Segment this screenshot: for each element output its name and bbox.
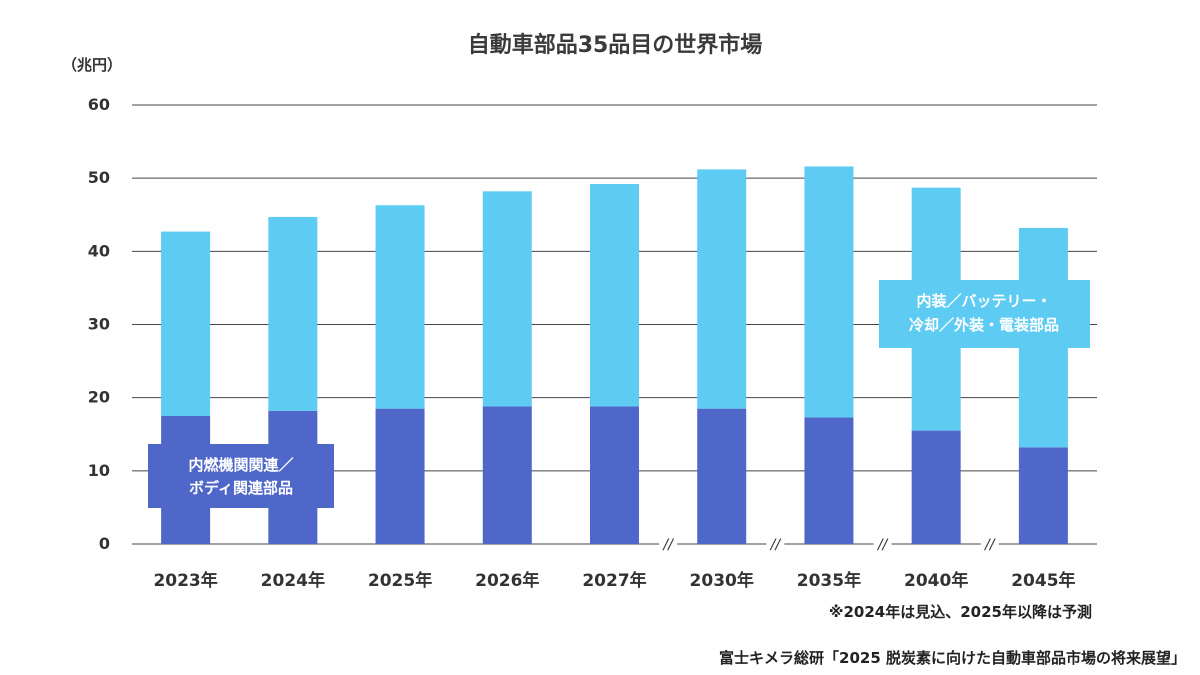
series-label-interior-battery-line2: 冷却／外装・電装部品 [909,316,1059,334]
axis-break-mark: // [983,537,996,553]
y-tick-label: 0 [99,534,110,553]
series-label-interior-battery-box [879,280,1090,348]
series-label-ice-body-line1: 内燃機関関連／ [188,456,293,474]
y-tick-label: 30 [88,315,110,334]
axis-break-gap [980,541,999,547]
series-label-interior-battery-line1: 内装／バッテリー・ [916,292,1051,310]
bar-series0-2027年 [590,406,639,544]
y-tick-label: 10 [88,461,110,480]
axis-break-mark: // [661,537,674,553]
x-tick-label: 2030年 [690,570,754,591]
forecast-note: ※2024年は見込、2025年以降は予測 [829,603,1092,621]
x-tick-label: 2024年 [261,570,325,591]
bar-series1-2024年 [268,216,318,411]
axis-break-mark: // [769,537,782,553]
y-tick-label: 50 [88,168,110,187]
x-tick-label: 2025年 [368,570,432,591]
bar-series0-2045年 [1018,447,1068,544]
x-tick-label: 2035年 [797,570,861,591]
y-tick-label: 40 [88,241,110,260]
bar-series1-2023年 [161,231,211,416]
bar-series1-2030年 [697,169,747,409]
bar-series1-2035年 [804,166,854,418]
bar-series1-2026年 [482,191,532,407]
x-tick-label: 2045年 [1011,570,1075,591]
series-label-ice-body: 内燃機関関連／ ボディ関連部品 [148,444,334,508]
x-tick-label: 2023年 [153,570,217,591]
bar-series1-2027年 [590,184,639,407]
y-axis-unit: （兆円） [62,56,122,74]
axis-breaks: // // // // [659,537,999,553]
x-tick-label: 2026年 [475,570,539,591]
x-tick-label: 2040年 [904,570,968,591]
bar-series0-2026年 [482,406,532,544]
series-label-interior-battery: 内装／バッテリー・ 冷却／外装・電装部品 [879,280,1090,348]
source-credit: 富士キメラ総研「2025 脱炭素に向けた自動車部品市場の将来展望」 [719,649,1186,667]
axis-break-mark: // [876,537,889,553]
axis-break-gap [766,541,785,547]
bar-series1-2025年 [375,205,425,409]
series-label-ice-body-box [148,444,334,508]
bar-series0-2025年 [375,408,425,544]
bar-series0-2035年 [804,417,854,544]
x-tick-labels: 2023年 2024年 2025年 2026年 2027年 2030年 2035年 2040年… [153,570,1075,591]
chart-title: 自動車部品35品目の世界市場 [468,32,763,58]
bar-series0-2030年 [697,408,747,544]
bars [161,166,1068,544]
axis-break-gap [659,541,678,547]
axis-break-gap [873,541,892,547]
y-tick-label: 60 [88,95,110,114]
series-label-ice-body-line2: ボディ関連部品 [189,479,293,497]
bar-series0-2040年 [911,430,961,544]
x-tick-label: 2027年 [582,570,646,591]
y-tick-label: 20 [88,388,110,407]
y-tick-labels: 0 10 20 30 40 50 60 [88,95,110,553]
